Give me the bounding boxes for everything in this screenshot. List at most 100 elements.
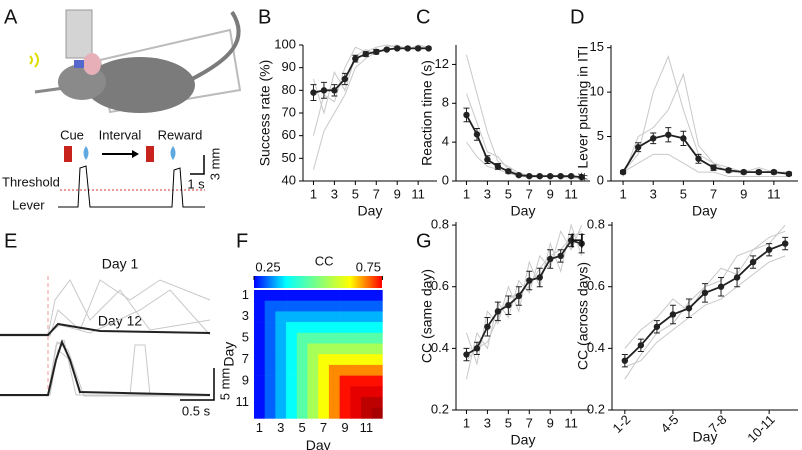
heatmap-cell [339,322,351,334]
point [567,237,575,244]
heatmap-cell [286,311,298,323]
heatmap-cell [350,354,362,366]
heatmap-cell [296,354,308,366]
heatmap-cell [371,343,383,355]
point [526,172,533,180]
y-tick-label: 8 [442,95,449,110]
point [740,168,747,176]
heatmap-cell [371,290,383,301]
x-tick-label: 11 [564,186,578,201]
panel-label: D [570,6,584,28]
heatmap-cell [307,311,319,323]
axis-line [610,45,798,182]
lever-traces: E Day 1 Day 12 0.5 s 5 mm [0,230,232,418]
point [547,255,554,263]
y-tick-label: 50 [282,150,296,165]
heatmap-cell [296,375,308,387]
panel-label: A [4,6,18,28]
point [669,311,677,318]
x-tick-label: 1 [619,186,626,201]
y-tick-label: 0.2 [431,401,449,416]
heatmap-cell [264,300,276,312]
x-tick-label: 9 [547,186,554,201]
x-axis-title: Day [306,437,331,450]
y-tick-label: 12 [435,56,449,71]
mean-line [465,114,582,179]
heatmap-cell [361,300,372,312]
amp-scale: 5 mm [217,368,232,401]
heatmap-cell [307,290,319,301]
point [665,131,672,138]
point [320,87,328,94]
point [733,274,741,281]
point [578,173,585,181]
mouse-ear [83,53,101,75]
x-tick-label: 9 [341,420,348,435]
heatmap-cell [254,332,265,344]
point [331,87,338,94]
x-tick-label: 7 [373,186,380,201]
heatmap-cell [307,322,319,334]
point [717,283,725,290]
heatmap-cell [275,397,287,408]
point [515,292,523,300]
heatmap-cell [318,364,330,376]
point [578,240,585,247]
x-tick-label: 3 [484,186,491,201]
heatmap-cell [318,375,330,387]
heatmap-cell [286,332,298,344]
point [770,168,778,176]
heatmap-cell [371,386,383,398]
heatmap-cell [328,364,340,376]
heatmap-cell [286,375,298,387]
point [650,135,657,142]
heatmap-cell [296,343,308,355]
heatmap-cell [328,407,340,419]
y-axis-title: Success rate (%) [257,60,273,167]
point [634,144,642,151]
heatmap-cell [318,332,330,344]
heatmap-cell [307,364,319,376]
point [619,168,627,176]
heatmap-cell [339,364,351,376]
heatmap-cell [328,300,340,312]
heatmap-cell [275,332,287,344]
subject-line [622,72,790,177]
y-tick-label: 40 [282,172,296,187]
y-tick-label: 90 [282,59,296,74]
point [567,172,575,180]
heatmap-cell [328,290,340,301]
point [781,240,789,247]
heatmap-cell [286,354,298,366]
heatmap-cell [254,407,265,419]
colorbar [254,276,382,288]
point [484,323,491,330]
heatmap-cell [254,386,265,398]
point [557,172,564,180]
x-axis-title: Day [511,203,536,219]
heatmap-cell [361,311,372,323]
heatmap-cell [371,354,383,366]
heatmap-cell [350,322,362,334]
x-tick-label: 9 [394,186,401,201]
heatmap-cell [296,397,308,408]
heatmap-cell [286,364,298,376]
y-tick-label: 4 [442,134,449,149]
heatmap-cell [307,300,319,312]
x-tick-label: 3 [331,186,338,201]
point [653,323,661,330]
amp-scale: 3 mm [207,148,222,181]
heatmap-cell [286,300,298,312]
heatmap-cell [254,343,265,355]
x-axis-title: Day [693,429,718,445]
x-tick-label: 1 [256,420,263,435]
heatmap-cell [361,354,372,366]
sound [29,52,39,68]
heatmap-cell [318,343,330,355]
heatmap-cell [254,397,265,408]
heatmap-cell [254,311,265,323]
point [404,45,411,52]
point [695,155,702,162]
heatmap-cell [275,322,287,334]
heatmap-cell [275,364,287,376]
